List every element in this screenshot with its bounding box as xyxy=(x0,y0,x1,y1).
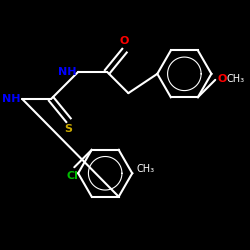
Text: CH₃: CH₃ xyxy=(136,164,154,174)
Text: S: S xyxy=(64,124,72,134)
Text: CH₃: CH₃ xyxy=(227,74,245,84)
Text: NH: NH xyxy=(2,94,20,104)
Text: O: O xyxy=(217,74,226,84)
Text: NH: NH xyxy=(58,67,76,77)
Text: Cl: Cl xyxy=(66,171,78,181)
Text: O: O xyxy=(120,36,129,46)
